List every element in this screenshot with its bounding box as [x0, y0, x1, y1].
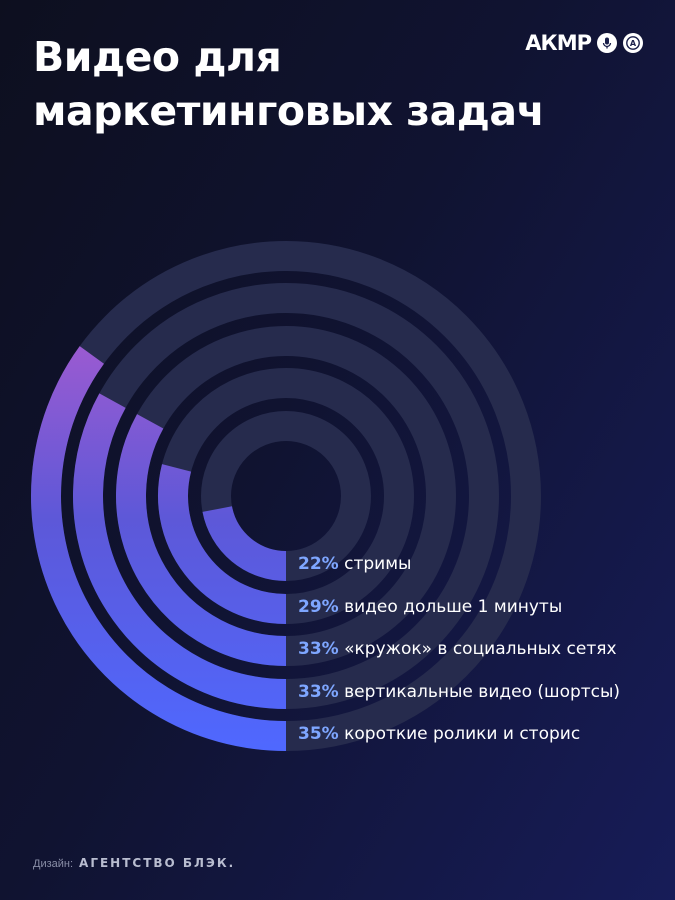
ring-arc-4 — [73, 393, 287, 709]
legend-item: 29% видео дольше 1 минуты — [298, 597, 562, 617]
akmr-logo: АКМР — [525, 31, 592, 55]
ring-arc-1 — [202, 505, 287, 581]
legend-percent: 35% — [298, 724, 339, 744]
ring-arc-3 — [116, 414, 287, 666]
legend-percent: 22% — [298, 554, 339, 574]
legend-item: 22% стримы — [298, 554, 411, 574]
partner-logos: АКМР А — [525, 31, 643, 55]
footer-prefix: Дизайн: — [33, 858, 74, 870]
legend-percent: 29% — [298, 597, 339, 617]
legend-label: стримы — [338, 554, 412, 574]
page-title: Видео для маркетинговых задач — [33, 30, 545, 138]
legend-percent: 33% — [298, 639, 339, 659]
title-line-2: маркетинговых задач — [33, 87, 545, 135]
legend-item: 35% короткие ролики и сторис — [298, 724, 580, 744]
footer-agency: АГЕНТСТВО БЛЭК. — [79, 856, 236, 870]
ring-arc-2 — [158, 464, 287, 624]
legend-label: вертикальные видео (шортсы) — [338, 682, 621, 702]
legend-item: 33% «кружок» в социальных сетях — [298, 639, 617, 659]
legend-label: видео дольше 1 минуты — [338, 597, 563, 617]
legend-percent: 33% — [298, 682, 339, 702]
a-badge-letter: А — [630, 39, 637, 48]
a-badge-icon: А — [623, 33, 643, 53]
microphone-badge-icon — [597, 33, 617, 53]
ring-arc-5 — [31, 346, 287, 751]
legend-item: 33% вертикальные видео (шортсы) — [298, 682, 620, 702]
title-line-1: Видео для — [33, 33, 282, 81]
legend-label: короткие ролики и сторис — [338, 724, 581, 744]
legend-label: «кружок» в социальных сетях — [338, 639, 617, 659]
footer-credit: Дизайн: АГЕНТСТВО БЛЭК. — [33, 856, 235, 870]
